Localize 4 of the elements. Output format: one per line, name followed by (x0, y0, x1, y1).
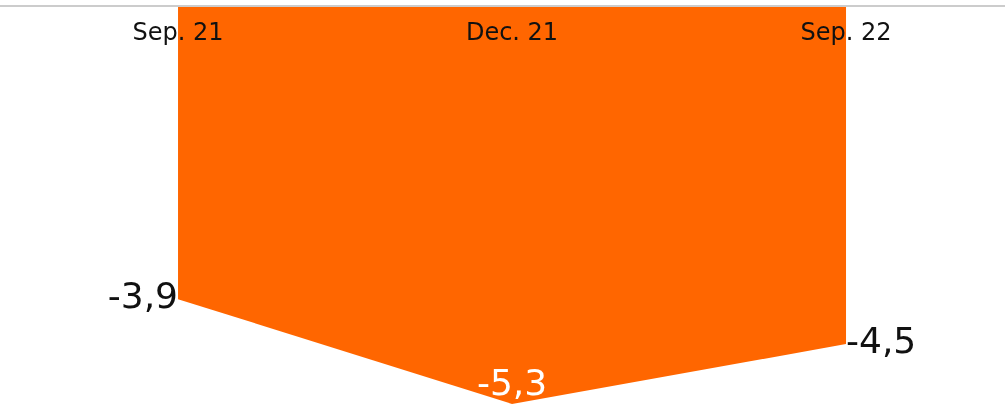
data-label: -5,3 (476, 362, 548, 403)
data-label: -4,5 (846, 320, 917, 362)
x-tick-label: Dec. 21 (465, 18, 559, 46)
data-label: -3,9 (107, 275, 179, 317)
